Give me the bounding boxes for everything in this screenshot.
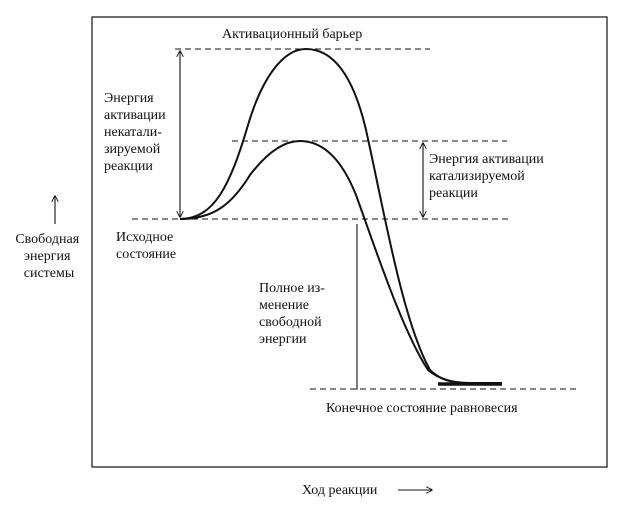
activation-barrier-label: Активационный барьер: [222, 27, 362, 42]
free-energy-change-label: Полное из- менение свободной энергии: [259, 281, 328, 347]
catalyzed-energy-label: Энергия активации катализируемой реакции: [429, 152, 547, 201]
uncatalyzed-curve: [179, 47, 502, 384]
x-axis-label: Ход реакции: [302, 483, 378, 498]
initial-state-label: Исходное состояние: [116, 230, 177, 262]
diagram-frame: [91, 16, 608, 468]
uncatalyzed-energy-label: Энергия активации некатали- зируемой реа…: [104, 91, 169, 174]
final-state-label: Конечное состояние равновесия: [326, 401, 518, 416]
y-axis-label: Свободная энергия системы: [15, 232, 82, 281]
catalyzed-curve: [179, 139, 502, 384]
